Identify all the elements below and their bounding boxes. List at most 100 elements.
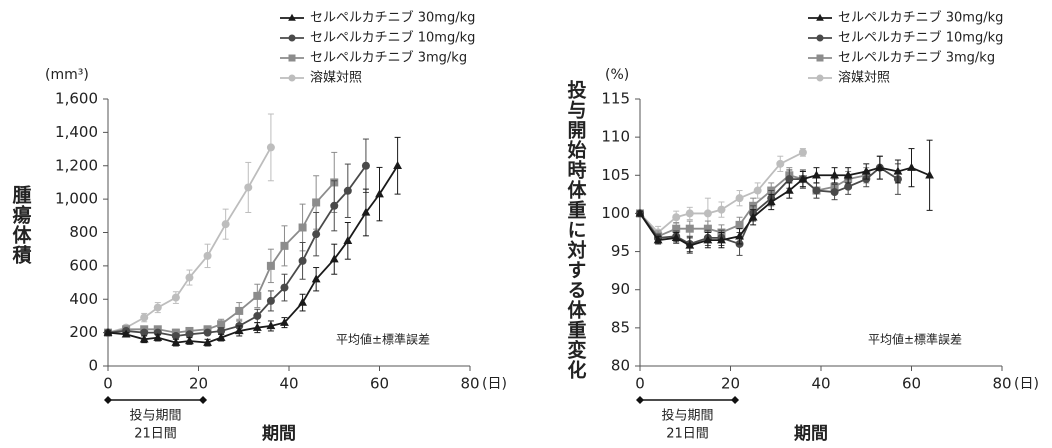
marker <box>171 293 180 302</box>
marker <box>785 175 794 184</box>
marker <box>311 274 321 283</box>
legend-marker <box>816 54 824 62</box>
marker <box>266 321 276 330</box>
legend-label: セルペルカチニブ 3mg/kg <box>310 50 467 66</box>
marker <box>717 205 726 214</box>
marker <box>830 188 839 197</box>
marker <box>280 283 289 292</box>
x-axis-label: 期間 <box>794 424 828 444</box>
marker <box>217 326 226 335</box>
x-tick-label: 80 <box>460 375 479 393</box>
marker <box>671 233 681 242</box>
marker <box>312 230 321 239</box>
dosing-duration: 21日間 <box>134 427 177 442</box>
marker <box>171 331 180 340</box>
marker <box>153 332 163 341</box>
marker <box>312 198 321 207</box>
x-tick-label: 20 <box>721 375 740 393</box>
marker <box>103 327 113 336</box>
x-tick-label: 0 <box>635 375 645 393</box>
y-axis-label: 投与開始時体重に対する体重変化 <box>565 79 588 380</box>
marker <box>735 194 744 203</box>
marker <box>121 329 131 338</box>
y-tick-label: 600 <box>69 256 98 274</box>
note: 平均値±標準誤差 <box>336 332 430 347</box>
x-unit: (日) <box>1014 376 1039 392</box>
y-tick-label: 400 <box>69 290 98 308</box>
y-tick-label: 105 <box>601 166 630 184</box>
dosing-end <box>199 396 208 404</box>
x-unit: (日) <box>482 376 507 392</box>
marker <box>234 326 244 335</box>
marker <box>703 209 712 218</box>
marker <box>280 241 289 250</box>
marker <box>812 186 821 195</box>
marker <box>298 297 307 306</box>
marker <box>253 311 262 320</box>
marker <box>266 261 275 270</box>
legend-marker <box>816 74 824 82</box>
marker <box>735 231 744 240</box>
y-tick-label: 80 <box>611 357 630 375</box>
marker <box>907 162 916 171</box>
marker <box>298 256 307 265</box>
legend-label: 溶媒対照 <box>310 71 362 86</box>
marker <box>375 189 384 198</box>
marker <box>685 209 694 218</box>
legend-marker <box>288 74 296 82</box>
legend-marker <box>816 13 824 21</box>
marker <box>361 207 371 216</box>
x-tick-label: 60 <box>902 375 921 393</box>
y-tick-label: 1,600 <box>55 90 98 108</box>
legend-marker <box>288 34 296 42</box>
x-tick-label: 20 <box>189 375 208 393</box>
marker <box>685 224 694 233</box>
marker <box>748 212 758 221</box>
marker <box>252 322 262 331</box>
marker <box>784 185 794 194</box>
legend-marker <box>816 34 824 42</box>
marker <box>235 306 244 315</box>
marker <box>717 235 726 244</box>
legend-label: セルペルカチニブ 30mg/kg <box>838 10 1003 26</box>
marker <box>843 170 853 179</box>
marker <box>753 186 762 195</box>
marker <box>672 224 681 233</box>
dosing-label: 投与期間 <box>662 408 714 424</box>
legend-label: 溶媒対照 <box>838 71 890 86</box>
marker <box>140 328 149 337</box>
legend-label: セルペルカチニブ 3mg/kg <box>838 50 995 66</box>
x-tick-label: 60 <box>370 375 389 393</box>
y-tick-label: 100 <box>601 204 630 222</box>
marker <box>672 213 681 222</box>
marker <box>185 336 194 345</box>
legend-label: セルペルカチニブ 10mg/kg <box>310 30 475 46</box>
y-unit: (%) <box>605 67 629 83</box>
legend-label: セルペルカチニブ 30mg/kg <box>310 10 475 26</box>
marker <box>298 223 307 232</box>
marker <box>798 148 807 157</box>
marker <box>703 224 712 233</box>
x-tick-label: 40 <box>279 375 298 393</box>
series-line <box>107 181 335 334</box>
marker <box>893 166 903 175</box>
y-tick-label: 90 <box>611 280 630 298</box>
x-tick-label: 80 <box>992 375 1011 393</box>
marker <box>171 337 181 346</box>
y-tick-label: 1,200 <box>55 156 98 174</box>
marker <box>244 183 253 192</box>
marker <box>140 313 149 322</box>
marker <box>685 240 695 249</box>
dosing-label: 投与期間 <box>130 408 182 424</box>
marker <box>139 334 149 343</box>
legend-label: セルペルカチニブ 10mg/kg <box>838 30 1003 46</box>
marker <box>766 197 776 206</box>
y-tick-label: 0 <box>88 357 98 375</box>
marker <box>203 337 212 346</box>
dosing-end <box>636 396 644 404</box>
marker <box>343 186 352 195</box>
marker <box>185 273 194 282</box>
marker <box>844 182 853 191</box>
